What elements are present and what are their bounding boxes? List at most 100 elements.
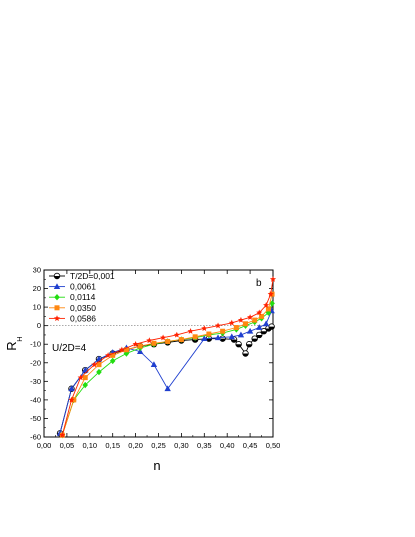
series-3-point	[110, 352, 116, 358]
series-3-point	[206, 331, 212, 337]
series-1-point	[164, 385, 171, 392]
series-4-point	[267, 290, 274, 297]
series-3-point	[71, 397, 77, 403]
legend-swatch-marker	[53, 272, 61, 280]
series-3-point	[123, 347, 129, 353]
series-4-point	[228, 319, 235, 326]
series-0-point-fill	[256, 334, 263, 338]
y-tick-label: -60	[30, 433, 41, 442]
x-tick-label: 0,20	[128, 441, 143, 450]
series-0-point-fill	[206, 338, 212, 342]
y-tick-label: 10	[33, 303, 41, 312]
series-2-point	[109, 357, 116, 365]
y-tick-label: 30	[33, 266, 41, 275]
series-1-point	[214, 334, 222, 341]
series-4-point	[91, 361, 98, 368]
series-0-point-fill	[251, 338, 258, 342]
y-tick-label: -30	[30, 377, 41, 386]
series-3-point	[82, 375, 88, 381]
y-axis-title-main: R	[4, 341, 19, 350]
series-4-point	[269, 276, 277, 282]
series-0-point-fill	[219, 338, 226, 342]
series-0-point	[235, 341, 242, 348]
series-3-point	[151, 340, 157, 346]
series-0-point-fill	[242, 353, 249, 357]
x-tick-label: 0,15	[105, 441, 120, 450]
series-0-point	[256, 331, 263, 339]
legend-label: 0,0114	[70, 292, 96, 302]
x-tick-label: 0,30	[174, 441, 189, 450]
series-3-point	[192, 334, 198, 340]
legend-swatch-marker	[53, 315, 61, 321]
series-4-line	[61, 279, 274, 436]
series-0-point	[260, 328, 268, 335]
legend-item-3: 0,0350	[49, 303, 96, 313]
series-0-point-fill	[231, 339, 237, 343]
series-3-point	[233, 325, 239, 331]
x-tick-label: 0,50	[266, 441, 281, 450]
y-axis-title-subscript: H	[15, 336, 24, 341]
series-1-point	[237, 331, 245, 338]
legend-item-0: T/2D=0,001	[49, 271, 115, 281]
x-tick-label: 0,05	[60, 441, 75, 450]
series-1-point	[150, 361, 158, 368]
series-3-point	[178, 337, 184, 343]
series-4-point	[215, 322, 222, 329]
series-3-point	[243, 321, 249, 327]
series-4-point	[132, 341, 139, 347]
x-tick-label: 0,40	[220, 441, 235, 450]
series-1-point	[136, 348, 144, 355]
series-4-point	[237, 316, 244, 323]
series-4-point	[160, 334, 167, 341]
series-1-point	[262, 320, 270, 327]
legend-swatch-marker	[54, 305, 60, 311]
parameter-annotation: U/2D=4	[52, 343, 87, 354]
series-0-point	[219, 335, 226, 342]
axes: 0,00 0,05 0,10 0,15 0,20 0,25 0,30 0,35 0,40 0,45…	[30, 266, 280, 451]
series-1-point	[201, 335, 208, 342]
series-2-point	[82, 381, 89, 389]
x-axis-title: n	[153, 458, 160, 473]
series-0-point-fill	[246, 344, 252, 348]
series-layer	[56, 276, 277, 439]
legend-label: 0,0061	[70, 282, 96, 292]
series-4-point	[187, 328, 194, 334]
x-tick-label: 0,45	[243, 441, 258, 450]
series-4-point	[256, 309, 263, 316]
series-0-point-fill	[192, 339, 198, 343]
x-tick-label: 0,00	[37, 441, 52, 450]
series-0-point-fill	[235, 344, 242, 348]
y-tick-label: -20	[30, 358, 41, 367]
legend-swatch-marker	[54, 294, 60, 301]
series-0-point	[251, 335, 258, 342]
series-4-point	[263, 302, 270, 308]
series-3-point	[137, 343, 143, 349]
series-2-point	[96, 368, 102, 376]
series-0-point-fill	[261, 331, 267, 335]
legend-label: 0,0586	[70, 313, 96, 323]
series-4-point	[146, 337, 153, 344]
y-axis-title: R H	[4, 336, 24, 350]
series-3-point	[96, 362, 102, 368]
y-tick-label: -40	[30, 395, 41, 404]
series-2-point	[269, 300, 275, 307]
series-0-point	[245, 341, 253, 348]
legend-item-4: 0,0586	[49, 313, 96, 323]
series-3-point	[265, 306, 271, 312]
series-4-point	[118, 346, 125, 353]
x-tick-label: 0,35	[197, 441, 212, 450]
y-tick-label: 0	[37, 321, 41, 330]
x-tick-label: 0,10	[82, 441, 97, 450]
series-4-point	[105, 352, 112, 358]
legend-swatch-marker	[53, 283, 61, 289]
series-4-point	[77, 374, 84, 381]
series-3-point	[259, 313, 265, 319]
series-4-point	[68, 396, 75, 403]
panel-label: b	[256, 278, 262, 289]
legend-label: 0,0350	[70, 303, 96, 313]
y-tick-label: -10	[30, 340, 41, 349]
series-1-point	[228, 333, 235, 340]
y-tick-label: -50	[30, 414, 41, 423]
